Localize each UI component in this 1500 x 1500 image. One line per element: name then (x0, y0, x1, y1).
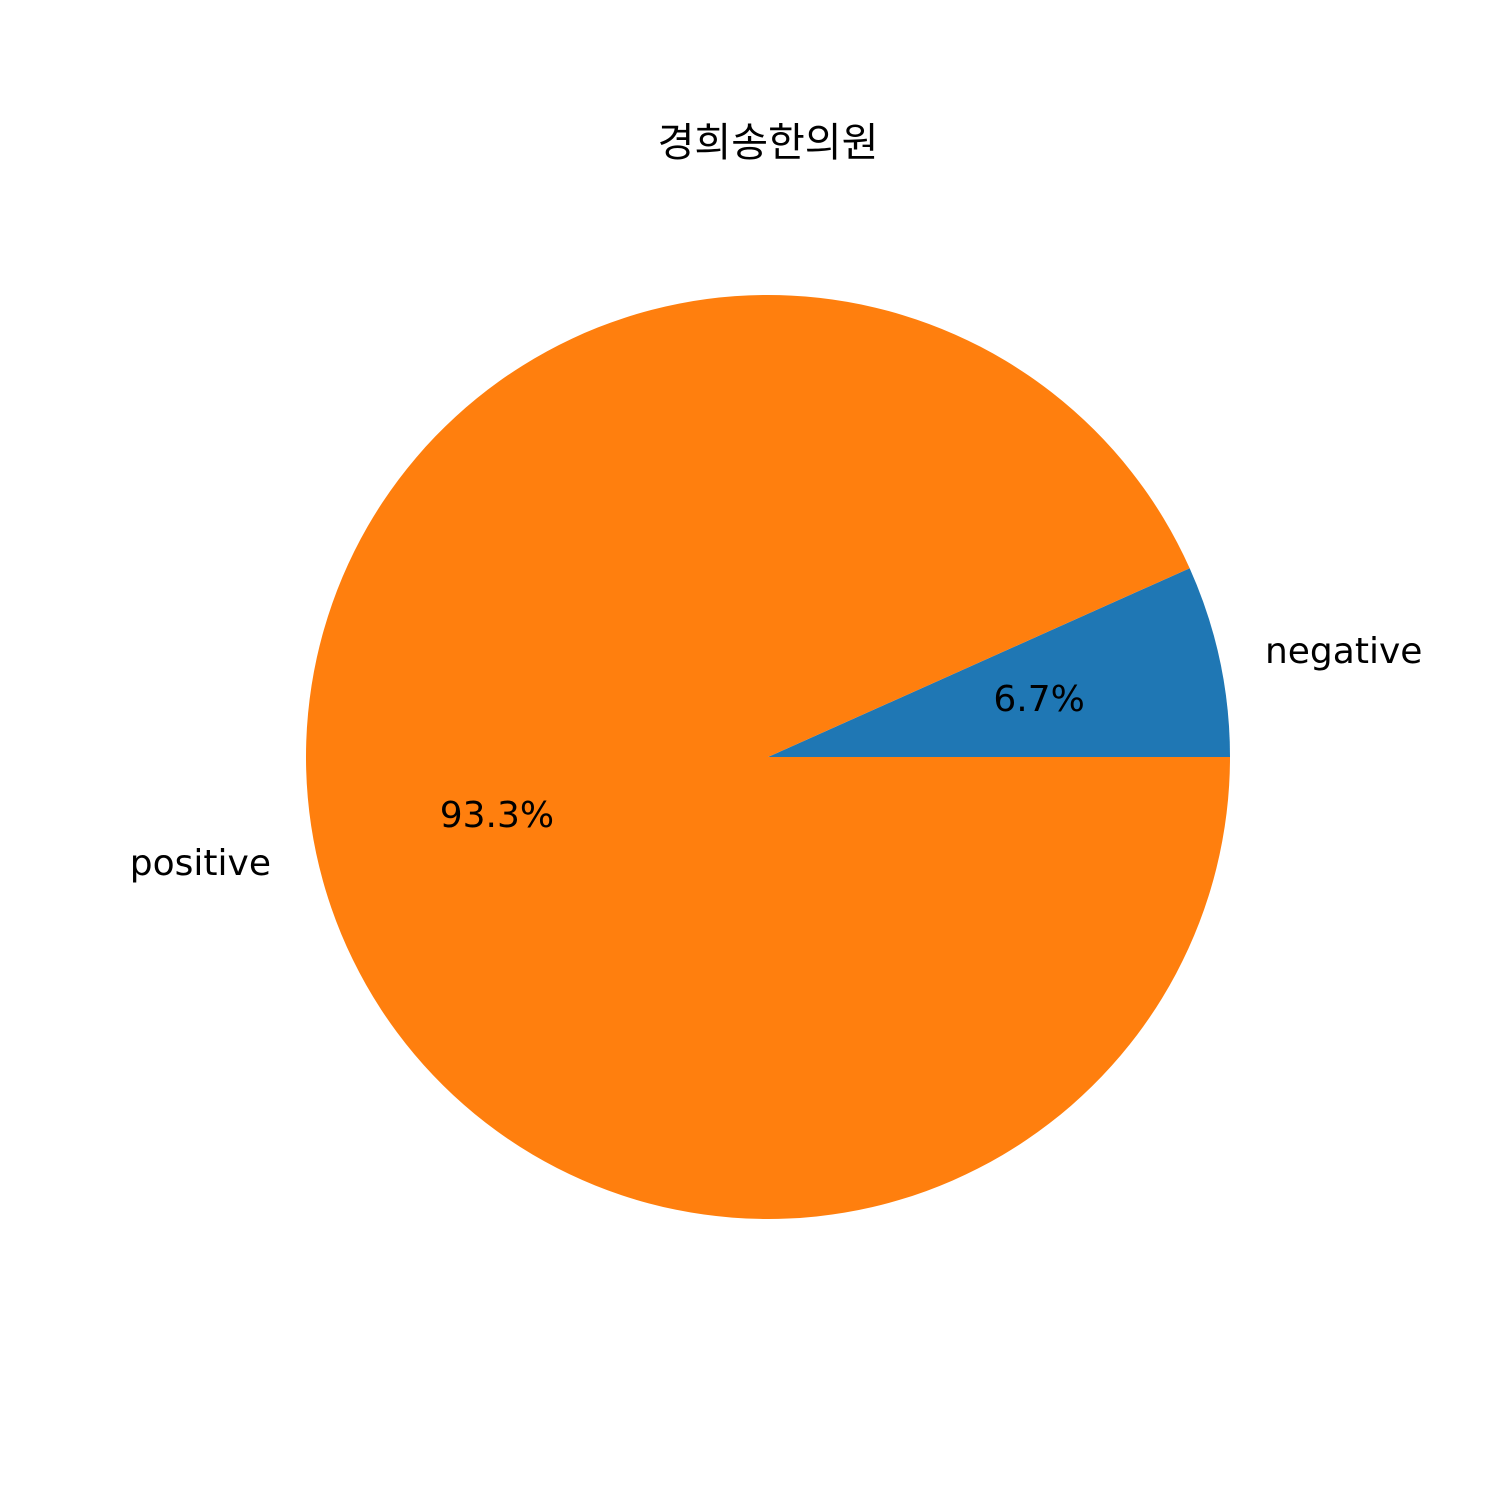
pie-slices (305, 294, 1230, 1219)
pie-slice-negative (768, 568, 1230, 757)
chart-title: 경희송한의원 (658, 120, 879, 166)
slice-percent-positive: 93.3% (440, 795, 554, 836)
pie-slice-positive (305, 294, 1230, 1219)
pie-labels: negative 6.7% positive 93.3% (130, 631, 1423, 884)
slice-label-negative: negative (1265, 631, 1422, 672)
slice-label-positive: positive (130, 843, 271, 884)
slice-percent-negative: 6.7% (993, 679, 1084, 720)
